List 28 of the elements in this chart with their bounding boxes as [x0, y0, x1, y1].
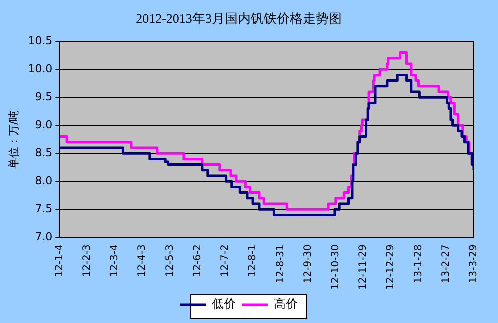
x-tick-label: 12-3-4 [110, 244, 121, 278]
x-tick-label: 12-9-30 [302, 244, 314, 284]
x-tick-label: 13-2-27 [440, 244, 452, 284]
x-tick-label: 12-5-3 [164, 244, 176, 278]
x-tick-label: 13-1-28 [413, 244, 424, 284]
y-axis-title: 单位：万/吨 [7, 110, 20, 169]
legend-label: 高价 [274, 297, 298, 312]
y-tick-label: 9.5 [35, 90, 53, 104]
legend-label: 低价 [212, 297, 236, 312]
y-tick-label: 10.0 [28, 62, 53, 76]
x-tick-label: 13-3-29 [468, 244, 480, 284]
y-tick-label: 7.0 [35, 230, 53, 244]
x-tick-label: 12-7-2 [220, 244, 232, 278]
y-tick-label: 10.5 [28, 34, 53, 48]
x-tick-label: 12-10-30 [330, 244, 342, 290]
y-tick-label: 8.5 [35, 146, 53, 160]
x-tick-label: 12-8-31 [275, 244, 286, 284]
x-tick-label: 12-4-3 [137, 244, 148, 278]
y-tick-label: 7.5 [35, 202, 53, 216]
x-tick-label: 12-8-1 [248, 244, 259, 278]
chart-title: 2012-2013年3月国内钒铁价格走势图 [136, 11, 342, 26]
y-tick-label: 8.0 [35, 174, 53, 188]
x-tick-label: 12-12-29 [386, 244, 397, 290]
x-tick-label: 12-1-4 [54, 244, 66, 278]
x-tick-label: 12-2-3 [82, 244, 93, 278]
x-tick-label: 12-6-2 [192, 244, 204, 278]
x-tick-label: 12-11-29 [358, 244, 370, 290]
y-tick-label: 9.0 [35, 118, 53, 132]
